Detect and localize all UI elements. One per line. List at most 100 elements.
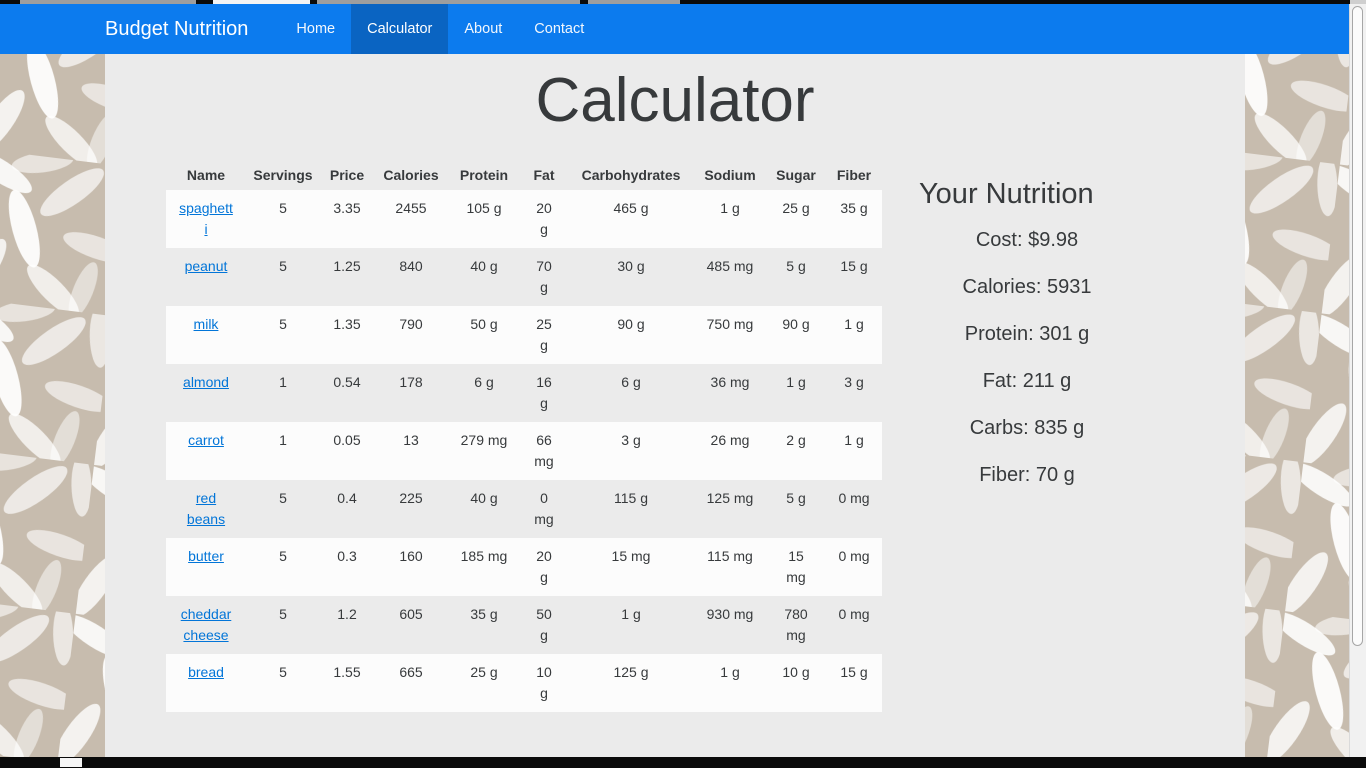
cell-name: butter [166,538,246,596]
table-cell: 3.35 [333,200,361,216]
browser-tab[interactable] [20,0,196,4]
food-link[interactable]: bread [188,664,224,680]
table-cell: 6 g [474,374,494,390]
browser-tab-strip [0,0,1366,4]
table-cell: 105 g [466,200,502,216]
main-content: Calculator Name Servings Price Calories Prot… [105,54,1245,757]
column-header-sugar: Sugar [776,167,816,183]
table-cell: 1 g [720,664,740,680]
nav-item-contact[interactable]: Contact [534,21,585,37]
table-cell: 3 g [621,432,641,448]
cell-name: carrot [166,422,246,480]
column-header-name: Name [186,167,226,183]
food-link[interactable]: butter [188,548,224,564]
table-cell: 780 mg [784,606,808,643]
nutrition-item: Protein: 301 g [964,323,1090,345]
table-cell: 178 [399,374,423,390]
table-cell: 13 [403,432,419,448]
food-link[interactable]: milk [193,316,219,332]
table-cell: 5 g [786,258,806,274]
cell-name: almond [166,364,246,422]
food-link[interactable]: red beans [186,490,226,527]
food-link[interactable]: carrot [188,432,224,448]
table-cell: 20 g [536,200,552,237]
table-cell: 160 [399,548,423,564]
table-cell: 6 g [621,374,641,390]
food-link[interactable]: spaghetti [179,200,233,237]
table-cell: 0 mg [838,548,870,564]
table-cell: 3 g [844,374,864,390]
table-cell: 605 [399,606,423,622]
column-header-servings: Servings [253,167,313,183]
nutrition-item: Calories: 5931 [962,276,1092,298]
nutrition-item: Fat: 211 g [982,370,1072,392]
table-cell: 5 [279,258,287,274]
table-cell: 50 g [470,316,498,332]
table-cell: 5 [279,664,287,680]
food-table-wrap: Name Servings Price Calories Protein Fat Carbo… [166,160,882,712]
table-cell: 50 g [536,606,552,643]
table-cell: 90 g [782,316,810,332]
table-cell: 70 g [536,258,552,295]
table-cell: 279 mg [460,432,508,448]
table-cell: 15 mg [786,548,806,585]
table-cell: 0.54 [333,374,361,390]
food-link[interactable]: almond [183,374,229,390]
table-cell: 15 mg [611,548,651,564]
scrollbar-thumb[interactable] [1352,6,1363,646]
table-cell: 0 mg [838,490,870,506]
food-link[interactable]: peanut [184,258,228,274]
scrollbar[interactable] [1349,4,1366,757]
table-row: carrot 1 0.05 13 279 mg 66 mg 3 g 26 mg 2 g 1 g [166,422,882,480]
brand-link[interactable]: Budget Nutrition [105,18,249,40]
food-link[interactable]: cheddar cheese [180,606,232,643]
browser-tab[interactable] [317,0,580,4]
table-cell: 35 g [470,606,498,622]
taskbar [0,757,1366,768]
table-cell: 1 [279,432,287,448]
nav-item-calculator[interactable]: Calculator [351,4,449,54]
column-header-sodium: Sodium [704,167,756,183]
browser-tab[interactable] [588,0,680,4]
cell-name: red beans [166,480,246,538]
table-cell: 40 g [470,258,498,274]
table-cell: 1 g [844,316,864,332]
nav-item-home[interactable]: Home [296,21,336,37]
table-cell: 2455 [395,200,427,216]
nav-item-about[interactable]: About [464,21,503,37]
nutrition-panel: Your Nutrition Cost: $9.98 Calories: 5931… [917,178,1137,511]
table-cell: 750 mg [706,316,754,332]
table-cell: 115 mg [707,548,753,564]
table-cell: 25 g [536,316,552,353]
browser-tab-active[interactable] [213,0,310,4]
table-cell: 15 g [840,664,868,680]
table-row: peanut 5 1.25 840 40 g 70 g 30 g 485 mg 5 g 15 g [166,248,882,306]
column-header-calories: Calories [383,167,439,183]
table-cell: 2 g [786,432,806,448]
column-header-price: Price [329,167,365,183]
cell-name: milk [166,306,246,364]
table-cell: 1 g [844,432,864,448]
food-table: Name Servings Price Calories Protein Fat Carbo… [166,160,882,712]
table-cell: 5 [279,316,287,332]
table-cell: 840 [399,258,423,274]
table-cell: 66 mg [534,432,554,469]
table-cell: 35 g [840,200,868,216]
table-cell: 465 g [613,200,649,216]
table-cell: 5 [279,548,287,564]
table-cell: 25 g [470,664,498,680]
column-header-carbohydrates: Carbohydrates [581,167,681,183]
table-cell: 1 g [786,374,806,390]
table-cell: 125 mg [706,490,754,506]
table-cell: 115 g [614,490,648,506]
table-cell: 90 g [617,316,645,332]
table-cell: 185 mg [460,548,508,564]
table-cell: 1.35 [333,316,361,332]
taskbar-item[interactable] [60,758,82,767]
table-cell: 1.2 [337,606,357,622]
table-cell: 665 [399,664,423,680]
table-cell: 5 [279,490,287,506]
navbar-menu: Home Calculator About Contact [280,4,600,54]
table-cell: 1.55 [333,664,361,680]
table-cell: 225 [399,490,423,506]
